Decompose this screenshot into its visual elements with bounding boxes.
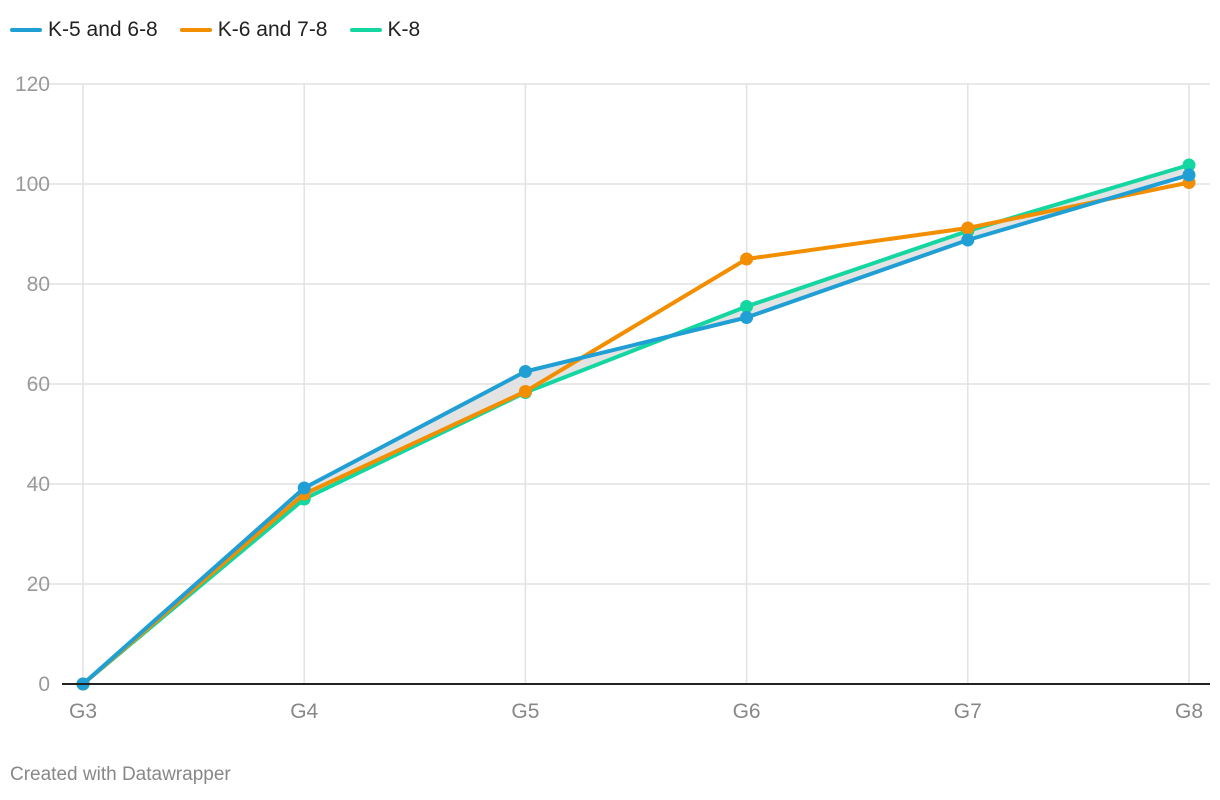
legend-swatch-k8 <box>349 28 382 32</box>
x-tick-label-g3: G3 <box>69 700 97 723</box>
y-tick-label-80: 80 <box>27 273 50 296</box>
series-line-k-6-and-7-8 <box>81 180 1191 686</box>
y-tick-label-60: 60 <box>27 373 50 396</box>
series-k-5-and-6-8 <box>76 168 1196 691</box>
y-tick-labels: 0 20 40 60 80 100 120 <box>15 73 50 696</box>
x-tick-label-g8: G8 <box>1175 700 1203 723</box>
shaded-band-layer <box>83 165 1189 684</box>
y-tick-label-20: 20 <box>27 573 50 596</box>
series-line-k-5-and-6-8 <box>81 173 1191 686</box>
x-tick-labels: G3 G4 G5 G6 G7 G8 <box>69 700 1203 723</box>
series-layer <box>76 158 1196 691</box>
legend-item-k6-and-7-8: K-6 and 7-8 <box>179 18 328 42</box>
point-k-5-and-6-8-g4 <box>297 481 311 495</box>
y-gridlines <box>30 83 1210 585</box>
point-k-6-and-7-8-g5 <box>518 385 532 398</box>
legend-label-k5-and-6-8: K-5 and 6-8 <box>48 18 158 41</box>
point-k-8-g8 <box>1182 158 1196 172</box>
point-k-5-and-6-8-g5 <box>518 365 532 378</box>
legend: K-5 and 6-8 K-6 and 7-8 K-8 <box>10 16 442 44</box>
x-tick-label-g5: G5 <box>511 700 539 723</box>
point-k-5-and-6-8-g8 <box>1182 168 1196 182</box>
legend-item-k8: K-8 <box>349 18 421 42</box>
y-tick-label-100: 100 <box>15 173 50 196</box>
legend-label-k8: K-8 <box>387 18 421 41</box>
point-k-6-and-7-8-g7 <box>961 221 975 235</box>
y-tick-label-40: 40 <box>27 473 50 496</box>
x-tick-label-g4: G4 <box>290 700 318 723</box>
shaded-band <box>83 165 1189 684</box>
point-k-5-and-6-8-g6 <box>740 311 754 324</box>
legend-swatch-k6-and-7-8 <box>179 28 212 32</box>
series-line-k-8 <box>81 163 1191 686</box>
legend-label-k6-and-7-8: K-6 and 7-8 <box>217 18 328 41</box>
point-k-8-g6 <box>740 300 754 313</box>
x-tick-label-g6: G6 <box>733 700 761 723</box>
y-tick-label-120: 120 <box>15 73 50 96</box>
y-tick-label-0: 0 <box>38 673 50 696</box>
series-k-6-and-7-8 <box>76 176 1196 691</box>
x-tick-label-g7: G7 <box>954 700 982 723</box>
legend-item-k5-and-6-8: K-5 and 6-8 <box>10 18 158 42</box>
datawrapper-credit: Created with Datawrapper <box>10 764 231 785</box>
legend-swatch-k5-and-6-8 <box>10 28 42 32</box>
point-k-5-and-6-8-g7 <box>961 233 975 247</box>
point-k-6-and-7-8-g6 <box>740 252 754 266</box>
series-k-8 <box>76 158 1196 691</box>
